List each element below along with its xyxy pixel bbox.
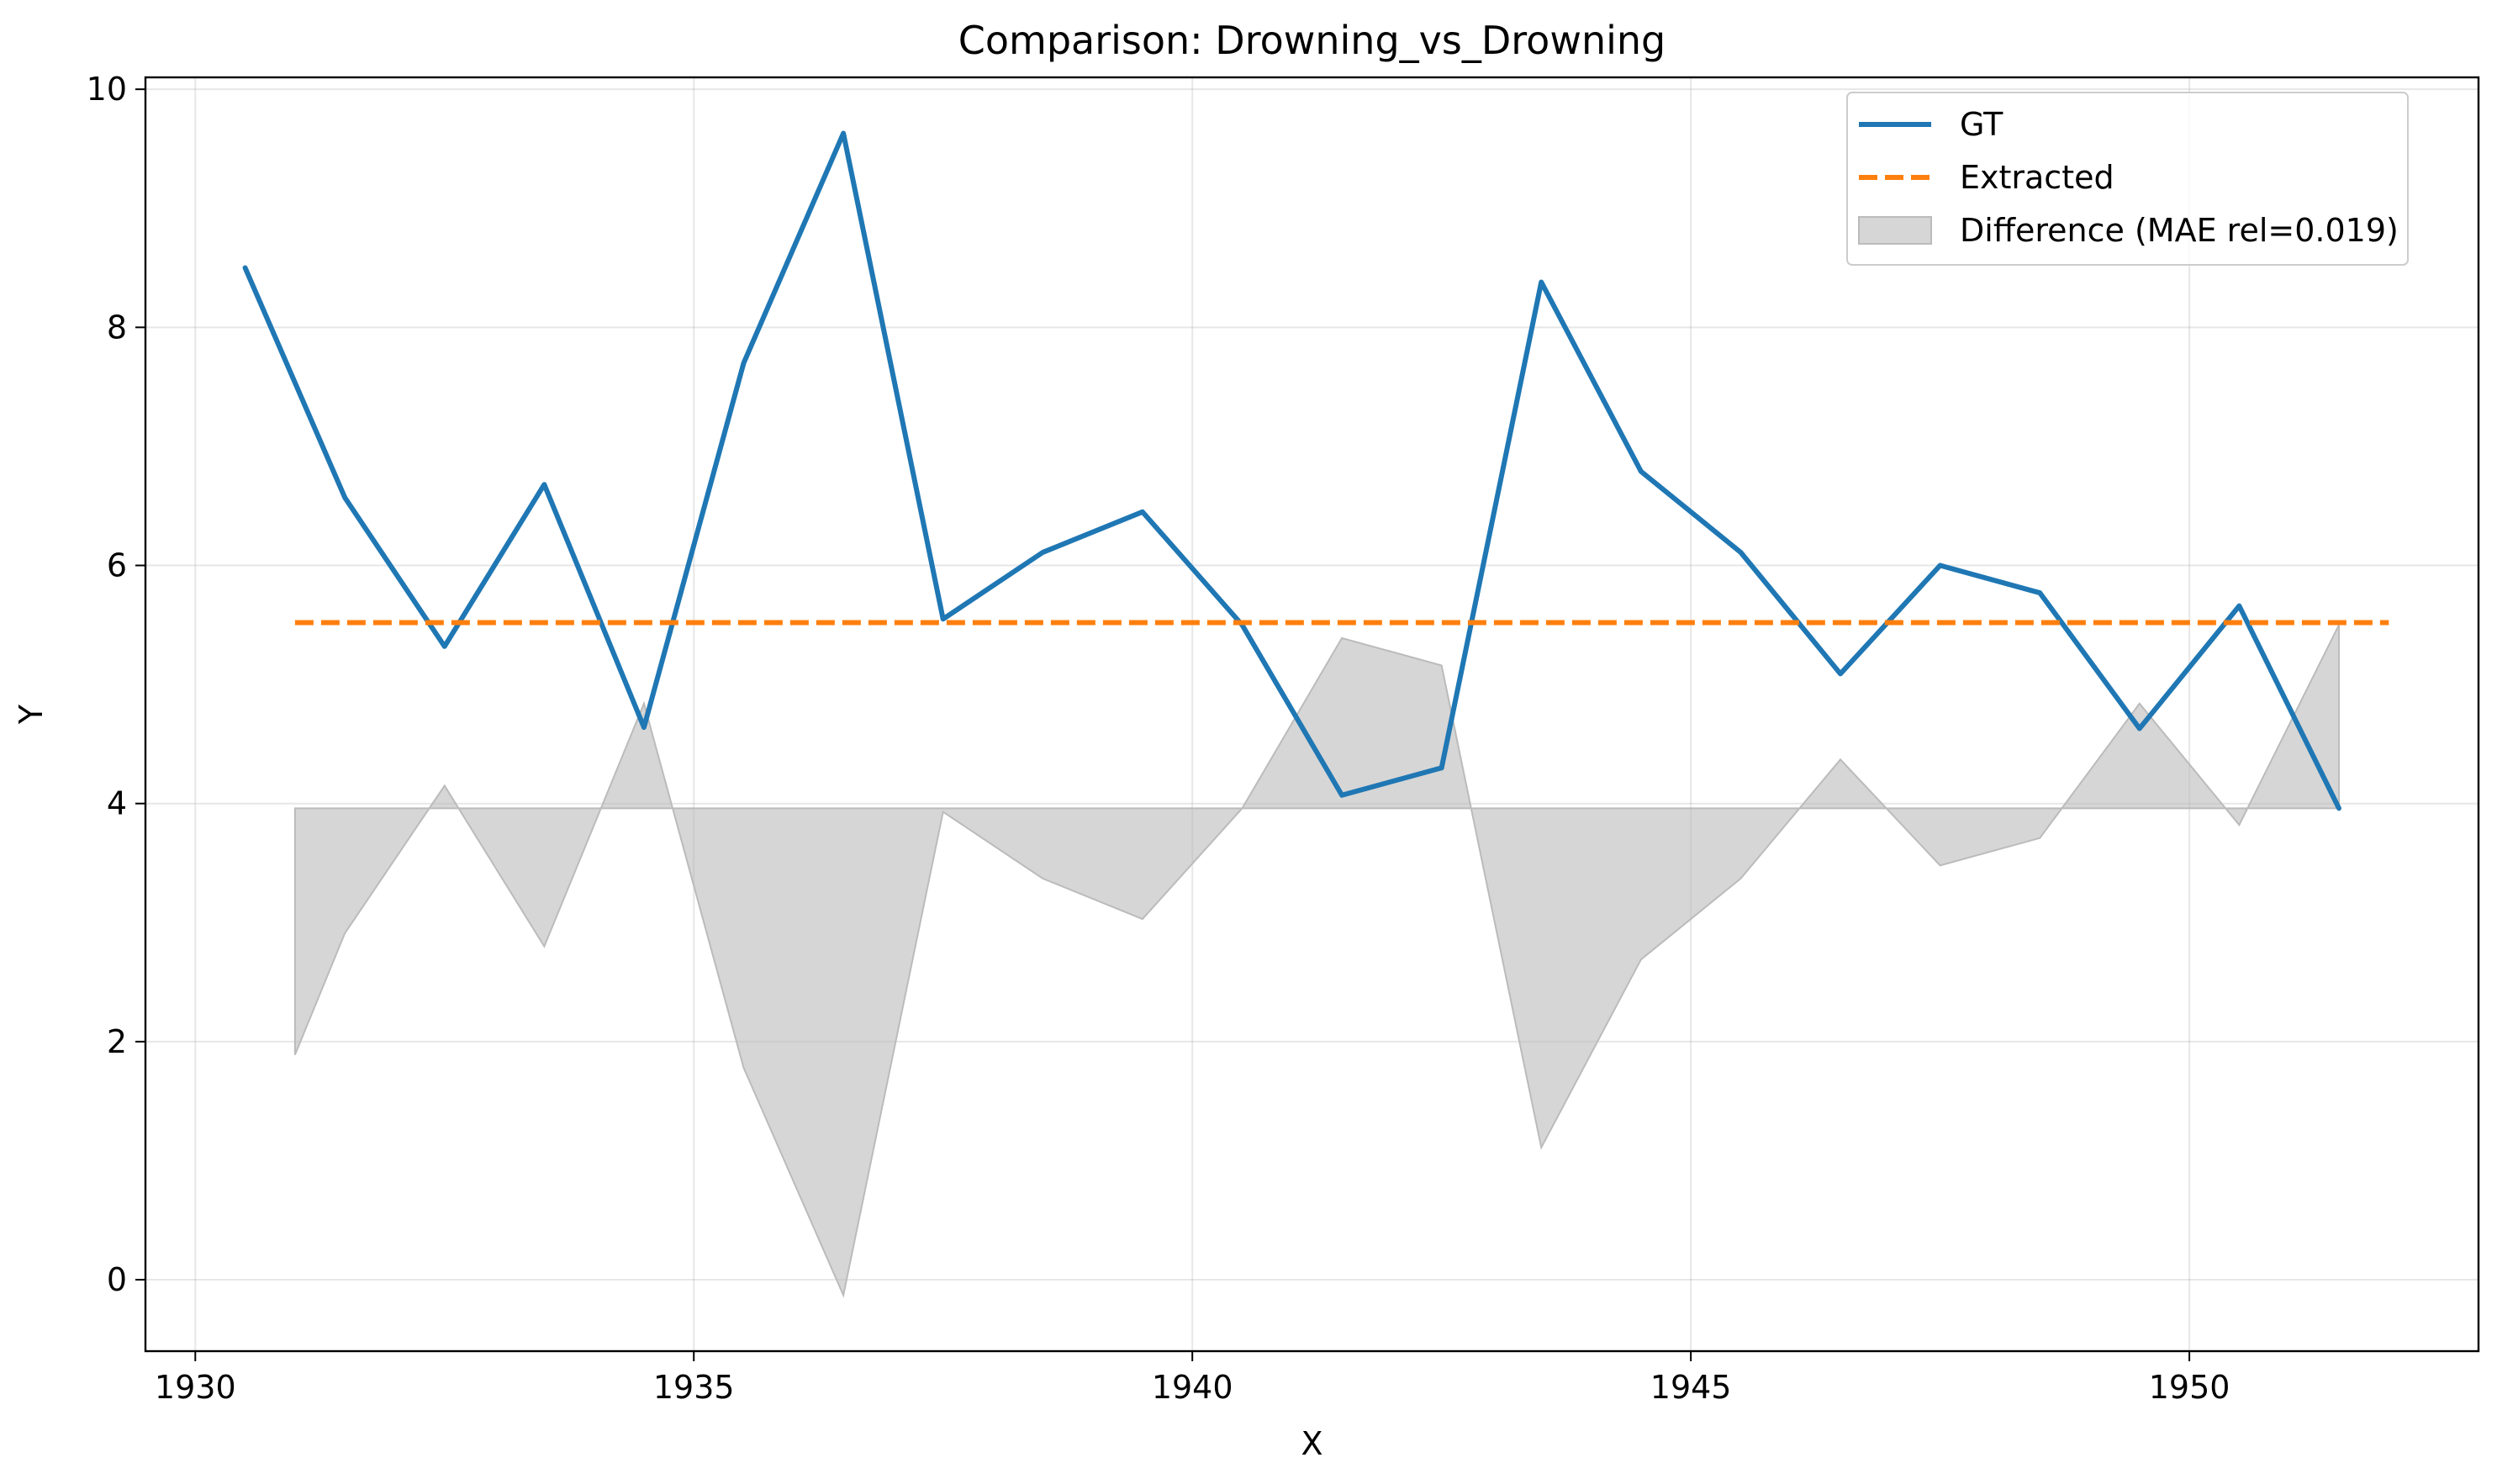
- difference-area-layer: [293, 624, 2340, 1298]
- difference-area: [293, 624, 2340, 1298]
- legend-gt-label: GT: [1960, 106, 2003, 143]
- x-tick-label: 1935: [653, 1369, 735, 1406]
- x-tick-label: 1945: [1650, 1369, 1732, 1406]
- legend-difference-swatch: [1858, 216, 1932, 245]
- legend-box: [1846, 92, 2409, 266]
- legend-extracted-label: Extracted: [1960, 159, 2114, 196]
- legend: GT Extracted Difference (MAE rel=0.019): [1846, 92, 2409, 266]
- y-tick-label: 6: [107, 547, 127, 584]
- legend-difference-label: Difference (MAE rel=0.019): [1960, 212, 2399, 249]
- chart-title: Comparison: Drowning_vs_Drowning: [958, 18, 1666, 63]
- series-layer: [242, 130, 2389, 811]
- y-tick-label: 0: [107, 1261, 127, 1298]
- grid: [145, 77, 2479, 1351]
- y-tick-label: 2: [107, 1023, 127, 1060]
- y-tick-label: 8: [107, 309, 127, 346]
- y-tick-label: 4: [107, 785, 127, 822]
- y-axis-label: Y: [13, 704, 50, 725]
- x-tick-label: 1930: [155, 1369, 236, 1406]
- x-tick-label: 1950: [2149, 1369, 2230, 1406]
- y-tick-label: 10: [87, 71, 127, 108]
- series-line-gt: [242, 130, 2341, 811]
- plot-frame: [144, 76, 2480, 1353]
- x-tick-label: 1940: [1152, 1369, 1233, 1406]
- axis-ticks: 1930 1935 1940 1945 1950 0 2 4 6 8 10: [87, 71, 2230, 1406]
- x-axis-label: X: [1301, 1425, 1322, 1462]
